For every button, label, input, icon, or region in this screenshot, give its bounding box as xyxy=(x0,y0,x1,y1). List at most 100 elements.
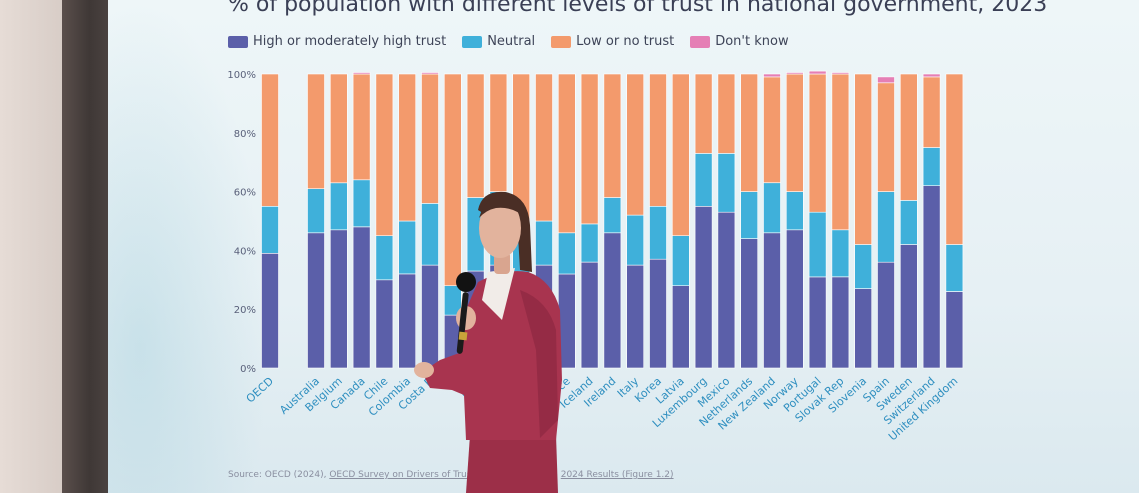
bar-segment xyxy=(808,211,827,278)
bar-segment xyxy=(580,73,599,225)
legend-label-low-trust: Low or no trust xyxy=(576,34,675,49)
bar-segment xyxy=(740,191,759,239)
legend-item-neutral: Neutral xyxy=(462,34,535,49)
bar-segment xyxy=(671,285,690,369)
bar-segment xyxy=(922,185,941,369)
bar-segment xyxy=(671,235,690,286)
bar-segment xyxy=(808,276,827,369)
bar-segment xyxy=(307,73,325,189)
bar-segment xyxy=(261,253,279,369)
bar-segment xyxy=(580,261,599,369)
x-tick-label: Den xyxy=(456,375,481,400)
bar-segment xyxy=(603,197,622,234)
bar-segment xyxy=(375,235,394,281)
bar-segment xyxy=(922,76,941,148)
bar-segment xyxy=(785,229,804,369)
bar-segment xyxy=(603,73,622,198)
bar-segment xyxy=(261,206,279,254)
bar-segment xyxy=(557,73,576,234)
bar-segment xyxy=(831,72,850,75)
bar-segment xyxy=(899,200,918,245)
bar-segment xyxy=(535,73,553,222)
bar-segment xyxy=(877,76,895,84)
y-tick-label: 20% xyxy=(234,305,256,316)
bar-segment xyxy=(785,73,804,192)
bar-segment xyxy=(740,238,759,369)
bar-segment xyxy=(626,214,645,266)
bar-segment xyxy=(352,226,371,369)
bar-segment xyxy=(626,264,645,369)
source-prefix: Source: OECD (2024), xyxy=(228,470,327,480)
bar-segment xyxy=(443,73,462,286)
bar-segment xyxy=(763,232,781,369)
bar-segment xyxy=(785,191,804,231)
bar-segment xyxy=(694,206,713,369)
bar-segment xyxy=(945,244,964,292)
legend-item-dont-know: Don't know xyxy=(690,34,789,49)
y-tick-label: 80% xyxy=(234,129,256,140)
bar-segment xyxy=(512,226,531,281)
bar-segment xyxy=(466,270,485,369)
bar-segment xyxy=(421,264,439,369)
chart-title: % of population with different levels of… xyxy=(228,0,1048,17)
y-tick-label: 0% xyxy=(240,364,256,375)
bar-segment xyxy=(808,70,827,75)
y-tick-label: 100% xyxy=(227,70,256,81)
bar-segment xyxy=(330,73,348,184)
bar-segment xyxy=(626,73,645,216)
bar-segment xyxy=(307,188,325,234)
bar-segment xyxy=(557,273,576,369)
bar-segment xyxy=(877,191,895,263)
legend-label-neutral: Neutral xyxy=(487,34,536,49)
bar-segment xyxy=(535,264,553,369)
bar-segment xyxy=(831,73,850,231)
bar-segment xyxy=(785,72,804,75)
bar-segment xyxy=(854,73,873,245)
bar-segment xyxy=(352,72,371,75)
bar-segment xyxy=(398,220,417,275)
x-tick-label: OECD xyxy=(244,375,276,406)
bar-segment xyxy=(307,232,325,369)
bar-segment xyxy=(261,73,279,207)
screen-glow xyxy=(108,0,268,493)
legend-item-high-trust: High or moderately high trust xyxy=(228,34,446,49)
chart-legend: High or moderately high trust Neutral Lo… xyxy=(228,34,789,49)
legend-swatch-dont-know xyxy=(690,35,711,48)
bar-segment xyxy=(922,147,941,187)
legend-item-low-trust: Low or no trust xyxy=(551,34,674,49)
bar-segment xyxy=(763,76,781,184)
bar-segment xyxy=(557,232,576,275)
wall-background xyxy=(0,0,62,493)
bar-segment xyxy=(717,153,736,213)
stacked-bar-chart: 0%20%40%60%80%100%OECD AustraliaBelgiumCa… xyxy=(227,70,964,443)
screen-frame xyxy=(62,0,108,493)
y-tick-label: 60% xyxy=(234,188,256,199)
bar-segment xyxy=(466,73,485,198)
bar-segment xyxy=(717,73,736,154)
bar-segment xyxy=(330,229,348,369)
bar-segment xyxy=(854,288,873,369)
legend-swatch-low-trust xyxy=(551,35,572,48)
bar-segment xyxy=(808,73,827,213)
bar-segment xyxy=(649,73,667,207)
bar-segment xyxy=(443,314,462,369)
bar-segment xyxy=(877,82,895,192)
legend-label-high-trust: High or moderately high trust xyxy=(253,34,447,49)
bar-segment xyxy=(899,73,918,201)
projection-screen: % of population with different levels of… xyxy=(108,0,1139,493)
bar-segment xyxy=(489,264,508,369)
bar-segment xyxy=(421,203,439,266)
bar-segment xyxy=(489,73,508,192)
bar-segment xyxy=(603,232,622,369)
bar-segment xyxy=(694,73,713,154)
bar-segment xyxy=(352,179,371,228)
bar-segment xyxy=(763,73,781,78)
bar-segment xyxy=(763,182,781,234)
bar-segment xyxy=(398,73,417,222)
bar-segment xyxy=(375,73,394,236)
bar-segment xyxy=(717,211,736,369)
bar-segment xyxy=(649,258,667,369)
bar-segment xyxy=(899,244,918,369)
bar-segment xyxy=(694,153,713,207)
bar-segment xyxy=(877,261,895,369)
